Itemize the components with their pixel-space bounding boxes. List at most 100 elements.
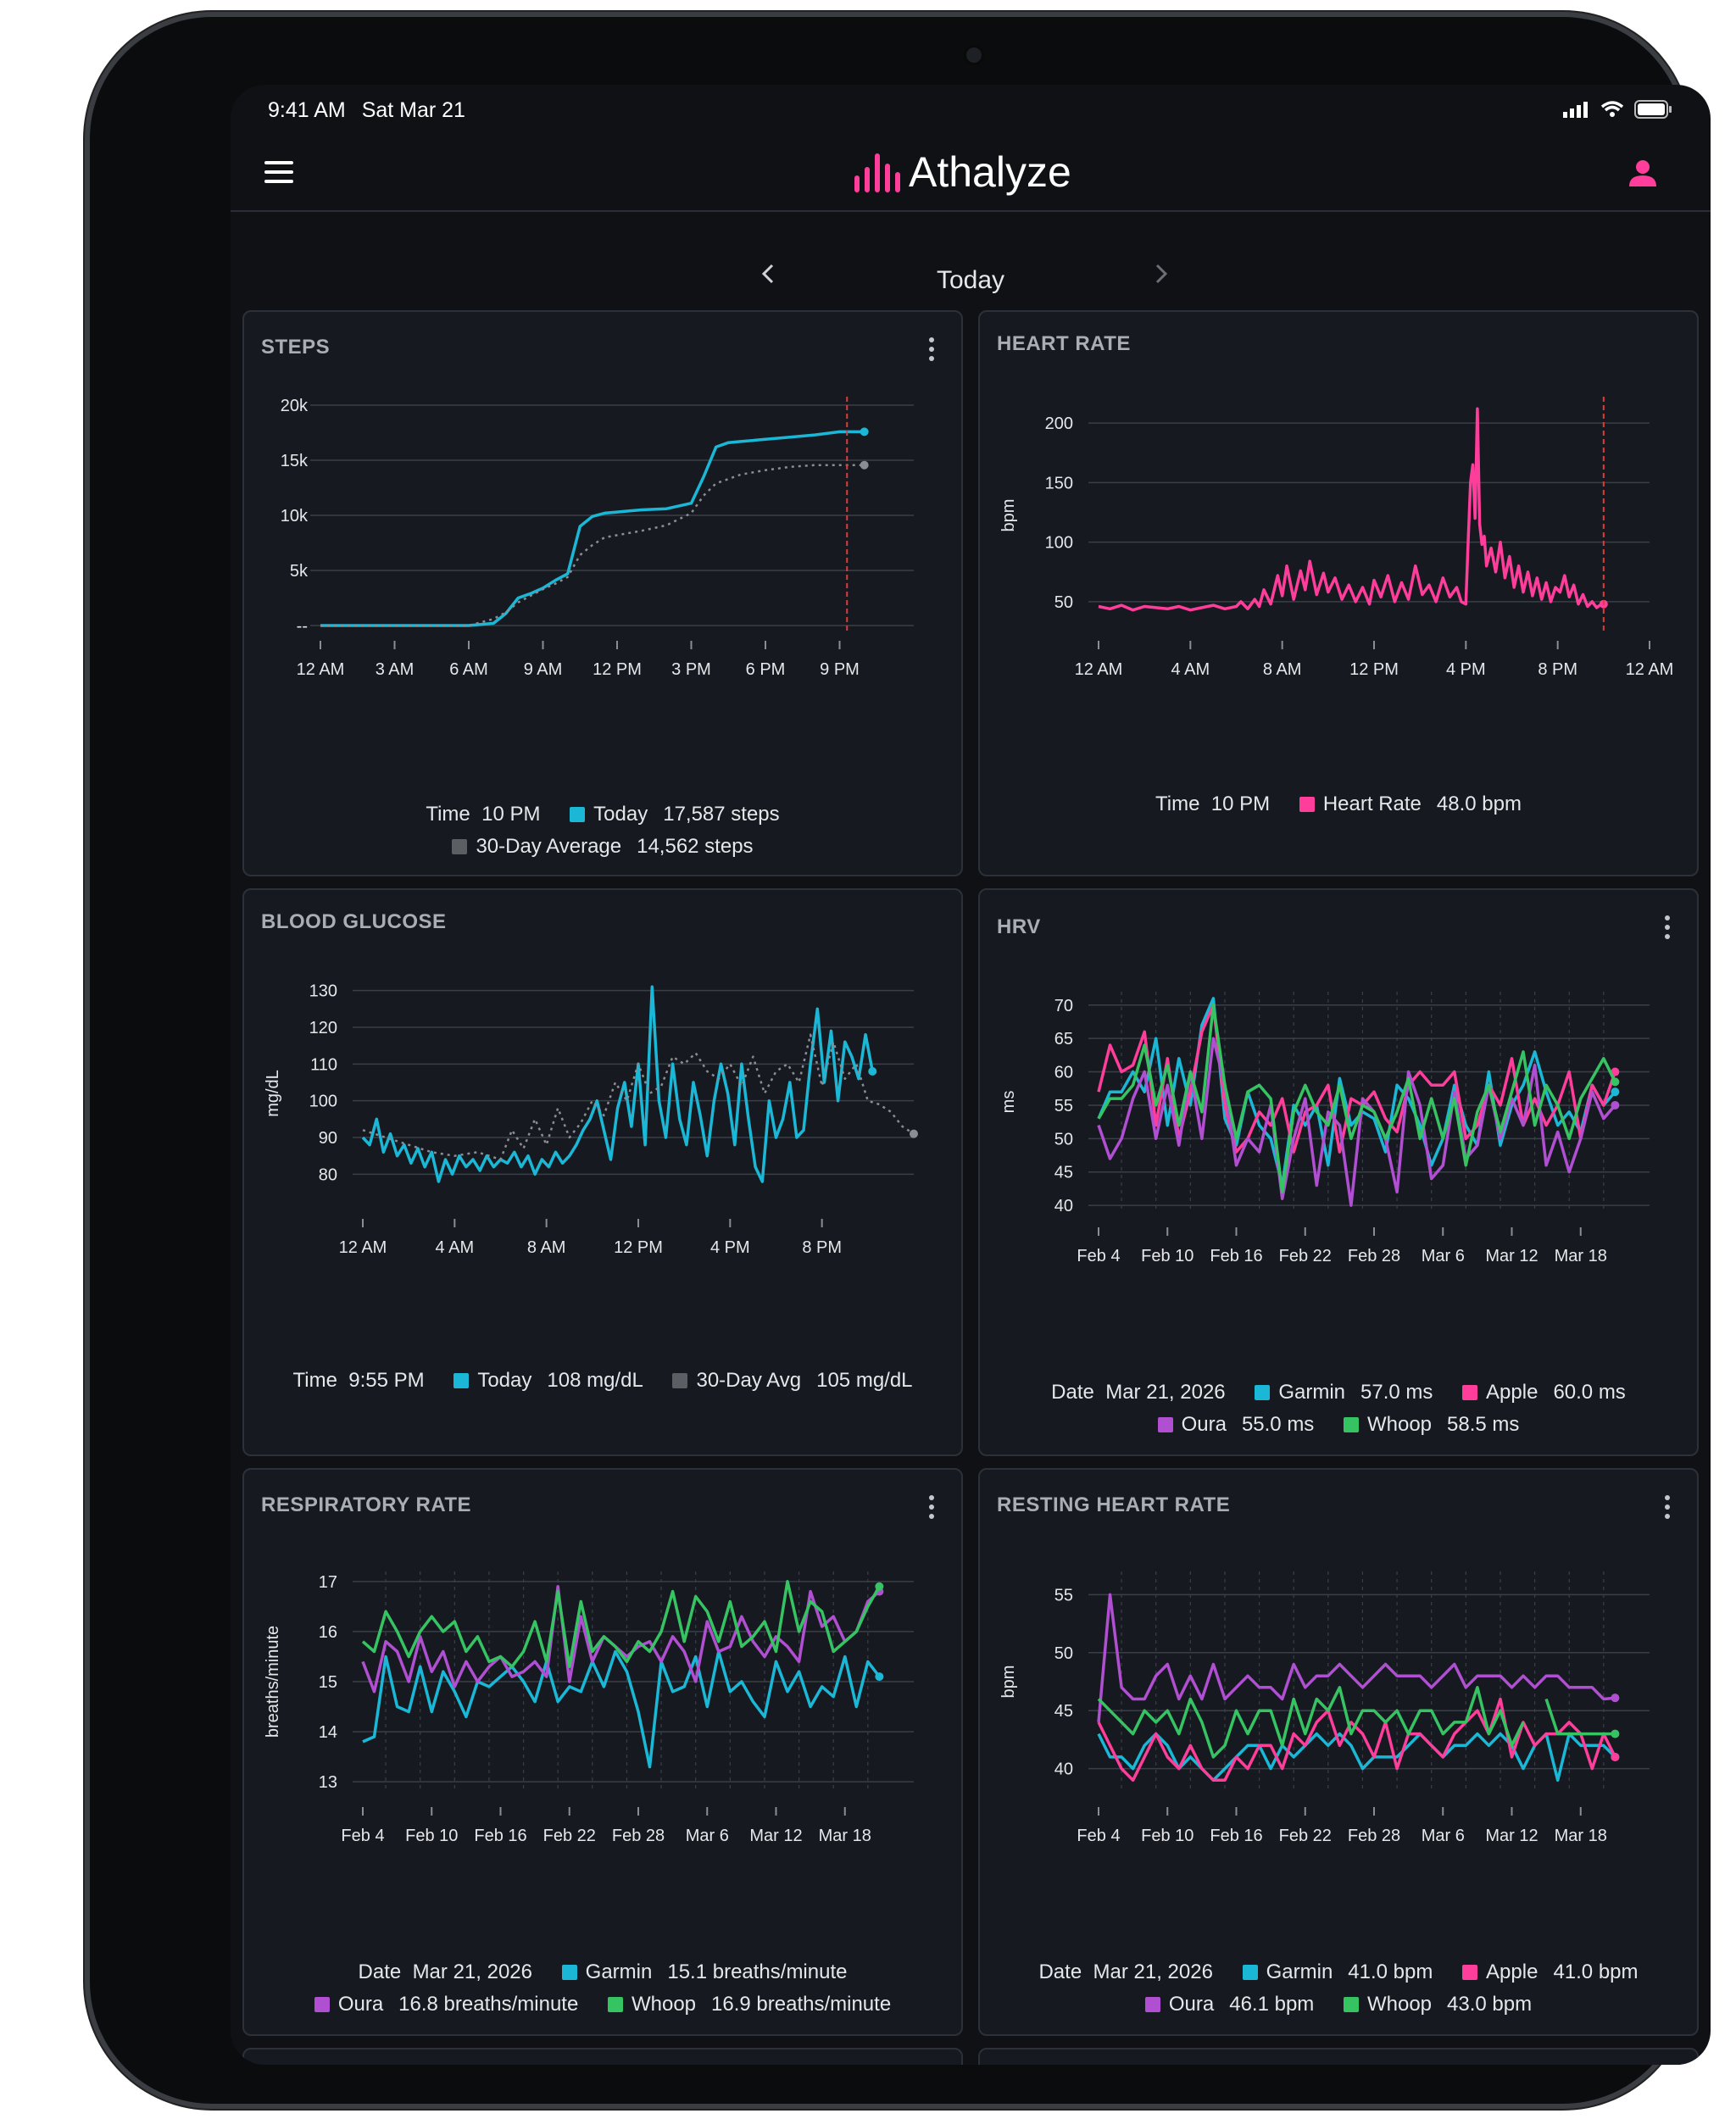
x-tick-label: Feb 22 [1279, 1247, 1332, 1265]
y-tick-label: 100 [309, 1093, 337, 1111]
garmin-label: Garmin [1266, 1960, 1333, 1983]
x-tick-label: Mar 18 [1555, 1827, 1607, 1845]
series-line-heart-rate [1098, 407, 1604, 612]
y-tick-label: -- [297, 617, 308, 636]
x-tick-label: Mar 12 [749, 1827, 802, 1845]
heart-rate-label: Heart Rate [1322, 793, 1422, 815]
x-tick-label: 3 AM [376, 660, 415, 679]
whoop-swatch [1343, 1417, 1359, 1432]
x-tick-label: Feb 28 [1348, 1827, 1400, 1845]
series-endpoint-apple [1611, 1752, 1620, 1761]
series-line-30-day-average [320, 464, 865, 627]
x-tick-label: 12 PM [593, 660, 642, 679]
x-tick-label: 8 PM [1538, 660, 1577, 679]
x-tick-label: Feb 28 [1348, 1247, 1400, 1265]
series-endpoint-whoop [1611, 1077, 1620, 1087]
average-label: 30-Day Average [476, 835, 622, 858]
x-tick-label: Mar 6 [1422, 1247, 1465, 1265]
heart-rate-chart: 50 100 150 200 12 AM 4 AM 8 AM 12 PM 4 PM 8 PM 12 … [999, 397, 1673, 679]
heart-rate-title: HEART RATE [997, 332, 1131, 355]
garmin-swatch [561, 1965, 577, 1980]
y-axis-label: bpm [999, 1666, 1018, 1699]
y-tick-label: 15 [319, 1673, 337, 1692]
wifi-icon [1600, 101, 1624, 117]
y-tick-label: 50 [1054, 593, 1073, 612]
status-date: Sat Mar 21 [361, 98, 465, 122]
oura-swatch [1157, 1417, 1173, 1432]
y-tick-label: 45 [1054, 1702, 1073, 1721]
y-tick-label: 13 [319, 1773, 337, 1792]
oura-swatch [314, 1997, 330, 2012]
x-tick-label: 6 PM [746, 660, 786, 679]
x-tick-label: Feb 10 [1141, 1247, 1194, 1265]
series-line-oura [1097, 1593, 1616, 1723]
time-label: Time [426, 803, 470, 826]
series-line-garmin [1097, 1732, 1616, 1783]
series-line-apple [1097, 1697, 1616, 1783]
y-tick-label: 80 [319, 1165, 337, 1184]
resting-heart-rate-card: RESTING HEART RATE 40 45 50 55 Feb 4 Feb 10 Fe… [978, 1468, 1699, 2036]
hrv-legend: Date Mar 21, 2026 Garmin 57.0 ms Apple 60.… [980, 1377, 1697, 1441]
apple-label: Apple [1486, 1960, 1538, 1983]
steps-chart: -- 5k 10k 15k 20k 12 AM 3 AM 6 AM 9 AM 12 PM 3 PM 6… [281, 397, 914, 679]
more-options-icon[interactable] [929, 1495, 936, 1523]
x-tick-label: 3 PM [671, 660, 711, 679]
whoop-value: 58.5 ms [1447, 1413, 1520, 1436]
status-time: 9:41 AM [268, 98, 346, 122]
x-tick-label: 4 AM [1171, 660, 1210, 679]
y-tick-label: 10k [281, 507, 309, 526]
more-options-icon[interactable] [929, 337, 936, 365]
chevron-right-icon[interactable] [1153, 261, 1170, 286]
blood-glucose-chart: 80 90 100 110 120 130 12 AM 4 AM 8 AM 12 PM 4 PM 8 … [264, 982, 918, 1257]
time-label: Time [1155, 793, 1200, 815]
y-tick-label: 60 [1054, 1064, 1073, 1082]
chevron-left-icon[interactable] [760, 261, 776, 286]
y-tick-label: 55 [1054, 1586, 1073, 1605]
app-header: Athalyze [231, 137, 1711, 212]
x-tick-label: Mar 6 [686, 1827, 729, 1845]
date-label: Today [936, 266, 1005, 294]
y-tick-label: 65 [1054, 1030, 1073, 1048]
average-label: 30-Day Avg [696, 1369, 802, 1392]
logo-bars-icon [854, 153, 900, 192]
garmin-value: 41.0 bpm [1348, 1960, 1433, 1983]
more-options-icon[interactable] [1665, 915, 1672, 943]
series-endpoint-today [868, 1067, 877, 1076]
y-tick-label: 150 [1045, 474, 1073, 492]
average-value: 105 mg/dL [816, 1369, 913, 1392]
y-tick-label: 55 [1054, 1097, 1073, 1115]
apple-value: 41.0 bpm [1553, 1960, 1639, 1983]
apple-value: 60.0 ms [1553, 1381, 1626, 1404]
y-tick-label: 20k [281, 397, 309, 415]
battery-icon [1634, 100, 1672, 119]
respiratory-rate-title: RESPIRATORY RATE [261, 1493, 472, 1516]
blood-glucose-title: BLOOD GLUCOSE [261, 910, 447, 933]
app-logo: Athalyze [853, 147, 1071, 197]
x-tick-label: Mar 12 [1485, 1827, 1538, 1845]
hrv-title: HRV [997, 915, 1041, 938]
resting-heart-rate-legend: Date Mar 21, 2026 Garmin 41.0 bpm Apple 41… [980, 1956, 1697, 2021]
steps-legend: Time 10 PM Today 17,587 steps 30-Day Aver… [244, 798, 961, 863]
y-axis-label: mg/dL [264, 1070, 282, 1117]
today-label: Today [593, 803, 648, 826]
x-tick-label: Feb 10 [405, 1827, 458, 1845]
menu-icon[interactable] [264, 161, 293, 185]
today-swatch [453, 1373, 470, 1388]
cellular-signal-icon [1563, 102, 1588, 118]
blood-glucose-legend: Time 9:55 PM Today 108 mg/dL 30-Day Avg 10… [244, 1365, 961, 1397]
y-tick-label: 200 [1045, 414, 1073, 433]
series-endpoint-30-day-average [860, 460, 869, 470]
more-options-icon[interactable] [1665, 1495, 1672, 1523]
date-label: Date [1051, 1381, 1094, 1404]
oura-value: 46.1 bpm [1229, 1993, 1315, 2016]
average-swatch [672, 1373, 688, 1388]
x-tick-label: 4 AM [436, 1238, 475, 1257]
time-value: 9:55 PM [348, 1369, 425, 1392]
garmin-value: 57.0 ms [1360, 1381, 1433, 1404]
garmin-swatch [1255, 1385, 1271, 1400]
steps-card: STEPS -- 5k 10k 15k 20k 12 AM 3 AM 6 AM 9 AM 12 P… [242, 310, 963, 876]
user-profile-icon[interactable] [1626, 156, 1660, 190]
average-value: 14,562 steps [637, 835, 754, 858]
x-tick-label: Feb 4 [1077, 1827, 1120, 1845]
x-tick-label: Feb 22 [1279, 1827, 1332, 1845]
